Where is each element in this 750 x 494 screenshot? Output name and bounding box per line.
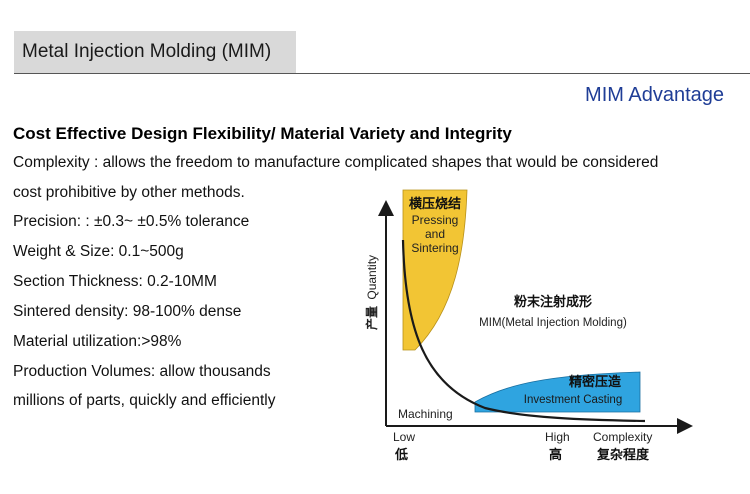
spec-line-utilization: Material utilization:>98% xyxy=(13,333,182,350)
pressing-label-en1: Pressing xyxy=(412,213,459,227)
pressing-label-en2: and xyxy=(425,227,445,241)
spec-line-precision: Precision: : ±0.3~ ±0.5% tolerance xyxy=(13,213,250,230)
x-high-label-cn: 高 xyxy=(549,447,562,463)
casting-region xyxy=(474,371,641,413)
x-low-label-cn: 低 xyxy=(394,447,408,463)
mim-curve xyxy=(401,239,646,423)
x-complexity-label-cn: 复杂程度 xyxy=(596,447,650,463)
y-axis-label: 产量 Quantity xyxy=(364,255,379,330)
pressing-label-cn: 横压烧结 xyxy=(409,196,461,212)
x-high-label: High xyxy=(545,430,570,444)
mim-label-cn: 粉末注射成形 xyxy=(514,294,592,310)
spec-line-complexity: Complexity : allows the freedom to manuf… xyxy=(13,154,659,171)
spec-line-thickness: Section Thickness: 0.2-10MM xyxy=(13,273,217,290)
casting-label-cn: 精密压造 xyxy=(569,374,622,390)
content-heading: Cost Effective Design Flexibility/ Mater… xyxy=(13,124,512,143)
spec-line-weight: Weight & Size: 0.1~500g xyxy=(13,243,184,260)
x-complexity-label: Complexity xyxy=(593,430,652,444)
spec-line-volumes-cont: millions of parts, quickly and efficient… xyxy=(13,392,276,409)
machining-label: Machining xyxy=(398,407,453,421)
spec-line-density: Sintered density: 98-100% dense xyxy=(13,303,242,320)
spec-line-complexity-cont: cost prohibitive by other methods. xyxy=(13,184,245,201)
pressing-region xyxy=(402,189,468,351)
mim-label-en: MIM(Metal Injection Molding) xyxy=(479,317,627,329)
section-subtitle: MIM Advantage xyxy=(585,84,724,106)
casting-label-en: Investment Casting xyxy=(524,394,622,406)
complexity-quantity-diagram: 产量 Quantity 横压烧结 Pressing and Sintering … xyxy=(355,180,750,480)
pressing-label-en3: Sintering xyxy=(411,241,458,255)
page-title: Metal Injection Molding (MIM) xyxy=(14,31,296,73)
spec-line-volumes: Production Volumes: allow thousands xyxy=(13,363,271,380)
x-low-label: Low xyxy=(393,430,415,444)
title-divider xyxy=(14,73,750,74)
